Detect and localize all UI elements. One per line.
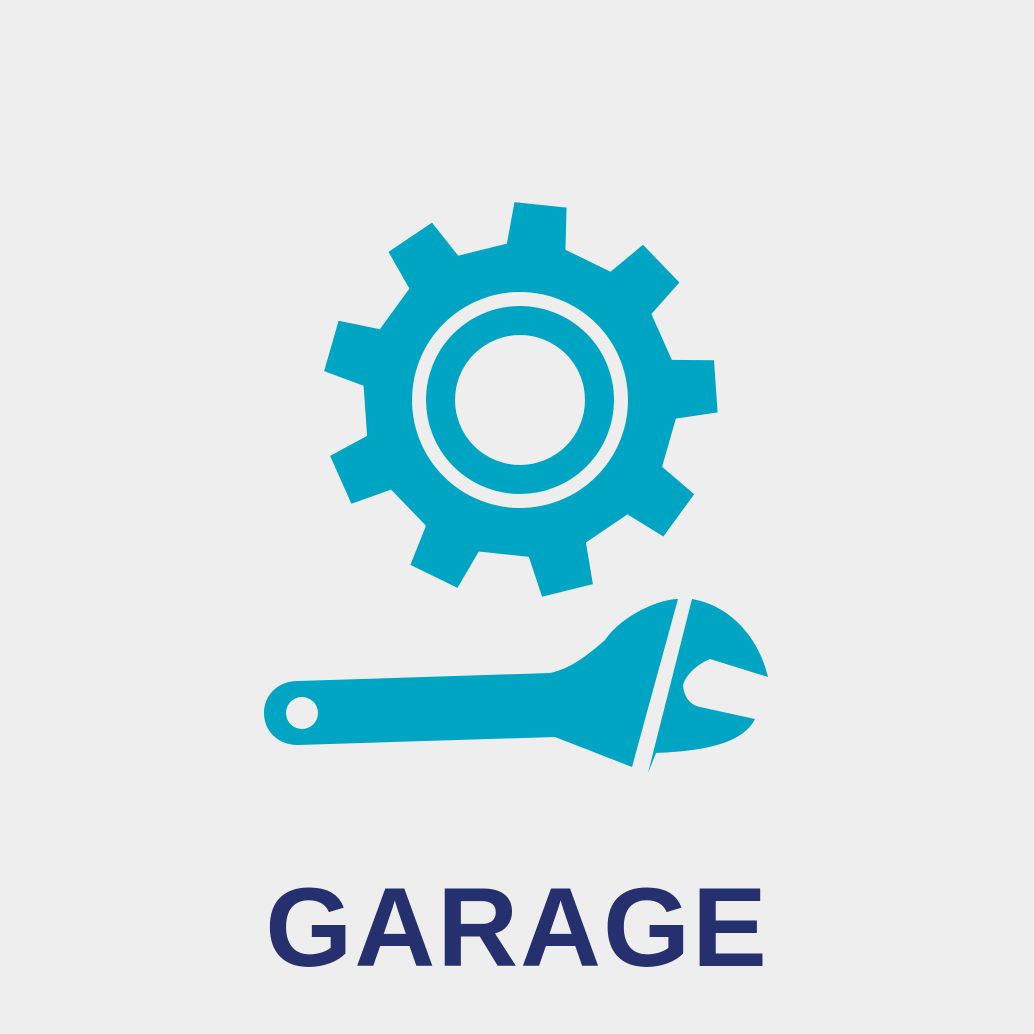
- wrench-icon: [264, 599, 768, 773]
- gear-shape: [324, 202, 718, 597]
- wrench-hole: [286, 697, 318, 729]
- gear-hole: [455, 335, 585, 465]
- tile-label: GARAGE: [265, 865, 769, 990]
- gear-ring: [412, 292, 628, 508]
- wrench-shape: [264, 599, 768, 773]
- gear-icon: [324, 202, 718, 597]
